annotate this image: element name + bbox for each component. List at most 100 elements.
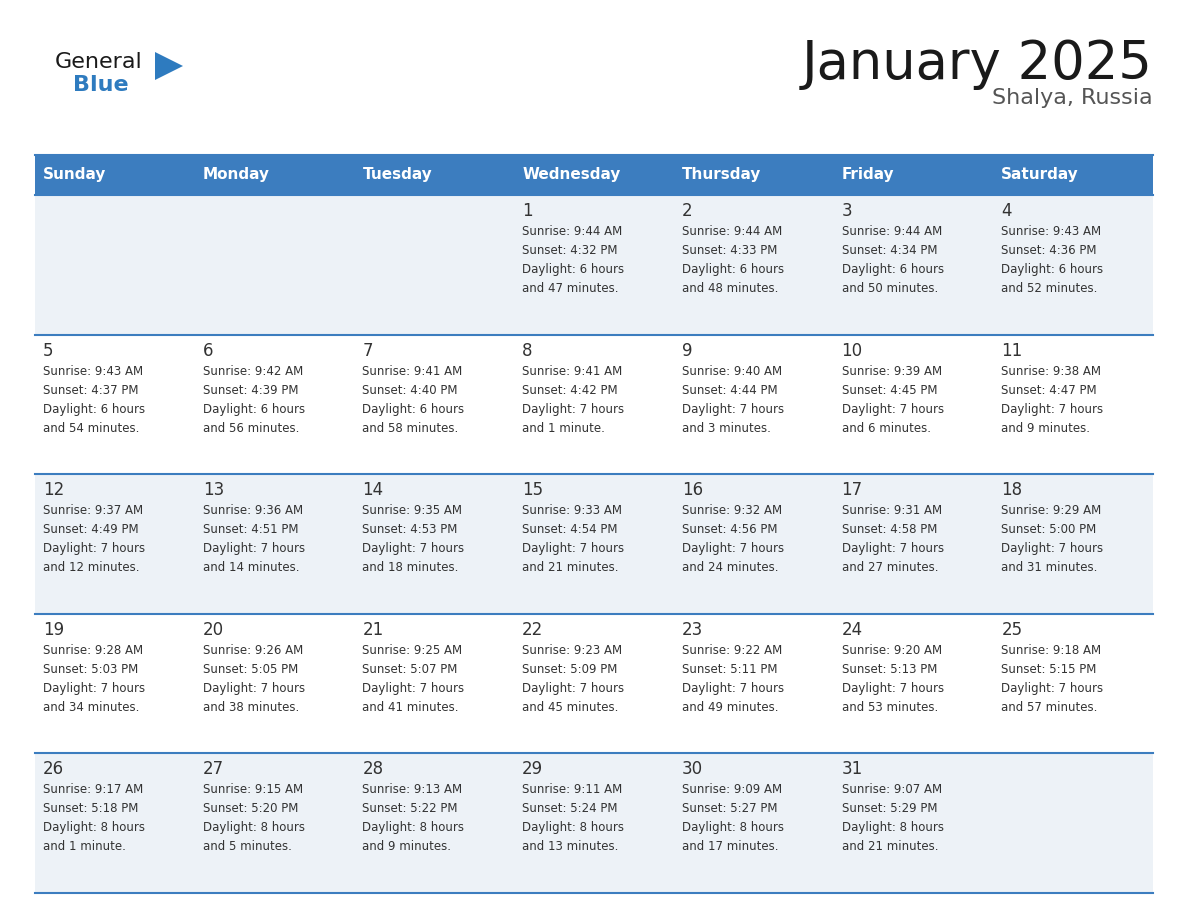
Text: Sunrise: 9:18 AM: Sunrise: 9:18 AM <box>1001 644 1101 656</box>
Text: Sunrise: 9:44 AM: Sunrise: 9:44 AM <box>682 225 782 238</box>
Text: Sunset: 4:56 PM: Sunset: 4:56 PM <box>682 523 777 536</box>
Text: Sunrise: 9:39 AM: Sunrise: 9:39 AM <box>841 364 942 377</box>
Polygon shape <box>154 52 183 80</box>
Text: Daylight: 7 hours: Daylight: 7 hours <box>682 403 784 416</box>
Text: Daylight: 8 hours: Daylight: 8 hours <box>523 822 624 834</box>
Text: Daylight: 7 hours: Daylight: 7 hours <box>682 543 784 555</box>
Text: Sunset: 5:18 PM: Sunset: 5:18 PM <box>43 802 138 815</box>
Text: Daylight: 8 hours: Daylight: 8 hours <box>682 822 784 834</box>
Text: Saturday: Saturday <box>1001 167 1079 183</box>
Text: and 18 minutes.: and 18 minutes. <box>362 561 459 574</box>
Text: Daylight: 7 hours: Daylight: 7 hours <box>1001 403 1104 416</box>
Text: 5: 5 <box>43 341 53 360</box>
Text: Daylight: 6 hours: Daylight: 6 hours <box>43 403 145 416</box>
Text: and 6 minutes.: and 6 minutes. <box>841 421 930 434</box>
Text: Tuesday: Tuesday <box>362 167 432 183</box>
Text: Daylight: 7 hours: Daylight: 7 hours <box>362 682 465 695</box>
Text: Sunset: 5:00 PM: Sunset: 5:00 PM <box>1001 523 1097 536</box>
Text: Sunset: 4:44 PM: Sunset: 4:44 PM <box>682 384 777 397</box>
Bar <box>34 754 1154 893</box>
Text: Sunset: 4:47 PM: Sunset: 4:47 PM <box>1001 384 1097 397</box>
Text: Sunset: 4:32 PM: Sunset: 4:32 PM <box>523 244 618 257</box>
Text: 6: 6 <box>203 341 213 360</box>
Text: and 56 minutes.: and 56 minutes. <box>203 421 299 434</box>
Text: Sunrise: 9:40 AM: Sunrise: 9:40 AM <box>682 364 782 377</box>
Text: 4: 4 <box>1001 202 1012 220</box>
Text: Sunset: 5:09 PM: Sunset: 5:09 PM <box>523 663 618 676</box>
Text: and 17 minutes.: and 17 minutes. <box>682 840 778 854</box>
Text: 9: 9 <box>682 341 693 360</box>
Text: Sunset: 4:42 PM: Sunset: 4:42 PM <box>523 384 618 397</box>
Text: 16: 16 <box>682 481 703 499</box>
Bar <box>34 155 1154 195</box>
Text: and 52 minutes.: and 52 minutes. <box>1001 282 1098 295</box>
Text: Sunset: 4:51 PM: Sunset: 4:51 PM <box>203 523 298 536</box>
Text: 25: 25 <box>1001 621 1023 639</box>
Text: and 38 minutes.: and 38 minutes. <box>203 700 299 714</box>
Text: 8: 8 <box>523 341 532 360</box>
Bar <box>34 614 1154 754</box>
Text: Daylight: 6 hours: Daylight: 6 hours <box>523 263 624 276</box>
Text: Sunrise: 9:07 AM: Sunrise: 9:07 AM <box>841 783 942 797</box>
Text: Sunrise: 9:32 AM: Sunrise: 9:32 AM <box>682 504 782 517</box>
Text: Sunset: 5:05 PM: Sunset: 5:05 PM <box>203 663 298 676</box>
Text: Daylight: 7 hours: Daylight: 7 hours <box>523 682 624 695</box>
Text: 18: 18 <box>1001 481 1023 499</box>
Text: 12: 12 <box>43 481 64 499</box>
Text: Sunrise: 9:43 AM: Sunrise: 9:43 AM <box>1001 225 1101 238</box>
Text: 2: 2 <box>682 202 693 220</box>
Text: Daylight: 7 hours: Daylight: 7 hours <box>841 403 943 416</box>
Text: 22: 22 <box>523 621 543 639</box>
Text: Shalya, Russia: Shalya, Russia <box>992 88 1154 108</box>
Text: Daylight: 6 hours: Daylight: 6 hours <box>841 263 943 276</box>
Text: 29: 29 <box>523 760 543 778</box>
Text: General: General <box>55 52 143 72</box>
Text: Daylight: 7 hours: Daylight: 7 hours <box>362 543 465 555</box>
Bar <box>34 475 1154 614</box>
Text: Sunset: 5:24 PM: Sunset: 5:24 PM <box>523 802 618 815</box>
Text: Sunset: 4:58 PM: Sunset: 4:58 PM <box>841 523 937 536</box>
Text: 19: 19 <box>43 621 64 639</box>
Bar <box>34 334 1154 475</box>
Text: and 21 minutes.: and 21 minutes. <box>523 561 619 574</box>
Text: and 45 minutes.: and 45 minutes. <box>523 700 619 714</box>
Text: Sunrise: 9:11 AM: Sunrise: 9:11 AM <box>523 783 623 797</box>
Text: 27: 27 <box>203 760 223 778</box>
Text: 31: 31 <box>841 760 862 778</box>
Text: Sunset: 5:07 PM: Sunset: 5:07 PM <box>362 663 457 676</box>
Text: Sunrise: 9:22 AM: Sunrise: 9:22 AM <box>682 644 782 656</box>
Text: Daylight: 7 hours: Daylight: 7 hours <box>841 543 943 555</box>
Text: Daylight: 7 hours: Daylight: 7 hours <box>1001 682 1104 695</box>
Text: Sunset: 4:33 PM: Sunset: 4:33 PM <box>682 244 777 257</box>
Text: Daylight: 7 hours: Daylight: 7 hours <box>523 543 624 555</box>
Text: January 2025: January 2025 <box>802 38 1154 90</box>
Text: Daylight: 8 hours: Daylight: 8 hours <box>841 822 943 834</box>
Text: Daylight: 7 hours: Daylight: 7 hours <box>523 403 624 416</box>
Text: Sunrise: 9:15 AM: Sunrise: 9:15 AM <box>203 783 303 797</box>
Text: Sunrise: 9:17 AM: Sunrise: 9:17 AM <box>43 783 144 797</box>
Text: and 24 minutes.: and 24 minutes. <box>682 561 778 574</box>
Text: 13: 13 <box>203 481 225 499</box>
Text: Sunrise: 9:41 AM: Sunrise: 9:41 AM <box>362 364 462 377</box>
Text: 7: 7 <box>362 341 373 360</box>
Text: 1: 1 <box>523 202 532 220</box>
Text: Sunset: 4:49 PM: Sunset: 4:49 PM <box>43 523 139 536</box>
Text: Daylight: 8 hours: Daylight: 8 hours <box>203 822 304 834</box>
Text: Sunrise: 9:44 AM: Sunrise: 9:44 AM <box>841 225 942 238</box>
Text: Sunrise: 9:25 AM: Sunrise: 9:25 AM <box>362 644 462 656</box>
Text: Wednesday: Wednesday <box>523 167 620 183</box>
Text: Daylight: 7 hours: Daylight: 7 hours <box>841 682 943 695</box>
Text: and 1 minute.: and 1 minute. <box>43 840 126 854</box>
Text: Sunrise: 9:31 AM: Sunrise: 9:31 AM <box>841 504 942 517</box>
Text: Monday: Monday <box>203 167 270 183</box>
Text: and 27 minutes.: and 27 minutes. <box>841 561 939 574</box>
Text: Daylight: 7 hours: Daylight: 7 hours <box>43 543 145 555</box>
Text: Sunrise: 9:37 AM: Sunrise: 9:37 AM <box>43 504 143 517</box>
Text: Sunrise: 9:35 AM: Sunrise: 9:35 AM <box>362 504 462 517</box>
Text: and 41 minutes.: and 41 minutes. <box>362 700 459 714</box>
Text: Sunset: 5:29 PM: Sunset: 5:29 PM <box>841 802 937 815</box>
Text: 26: 26 <box>43 760 64 778</box>
Text: Daylight: 7 hours: Daylight: 7 hours <box>203 682 305 695</box>
Text: 21: 21 <box>362 621 384 639</box>
Text: 17: 17 <box>841 481 862 499</box>
